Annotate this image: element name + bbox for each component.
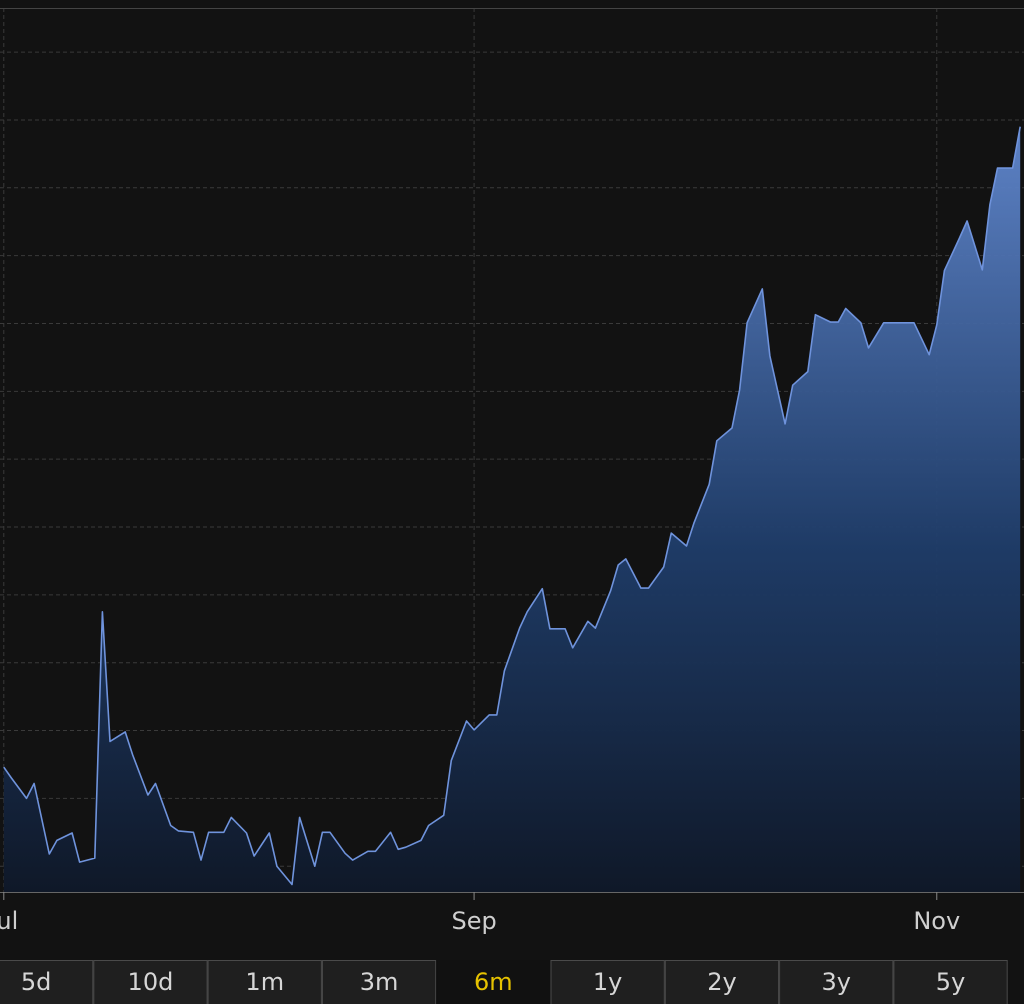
x-axis: Jul Sep Nov <box>0 892 960 935</box>
range-button[interactable]: 10d <box>93 960 208 1004</box>
button-bg <box>93 960 208 1004</box>
plot <box>3 126 1021 892</box>
range-button[interactable]: 5d <box>0 960 94 1004</box>
button-label: 5y <box>936 968 965 996</box>
range-button[interactable]: 5y <box>893 960 1008 1004</box>
range-button[interactable]: 1m <box>207 960 322 1004</box>
button-bg <box>664 960 780 1004</box>
button-bg <box>436 960 551 1004</box>
x-tick-label: Nov <box>913 907 960 935</box>
button-label: 3m <box>360 968 399 996</box>
button-bg <box>893 960 1008 1004</box>
button-label: 1y <box>593 968 622 996</box>
range-button[interactable]: 2y <box>664 960 780 1004</box>
x-tick-label: Sep <box>451 907 496 935</box>
button-label: 5d <box>21 968 52 996</box>
button-label: 1m <box>245 968 284 996</box>
range-button[interactable]: 3y <box>779 960 894 1004</box>
range-button[interactable]: 6m <box>436 960 551 1004</box>
button-label: 6m <box>474 968 513 996</box>
button-label: 10d <box>128 968 174 996</box>
price-line <box>3 126 1021 886</box>
button-bg <box>321 960 437 1004</box>
x-tick-label: Jul <box>0 907 18 935</box>
button-label: 3y <box>822 968 851 996</box>
area-fill <box>3 126 1021 892</box>
range-buttons: 5d 10d 1m 3m 6m 1y 2y 3y 5y <box>0 960 1008 1004</box>
button-bg <box>779 960 894 1004</box>
button-label: 2y <box>707 968 736 996</box>
button-bg <box>207 960 322 1004</box>
button-bg <box>0 960 94 1004</box>
range-button[interactable]: 1y <box>550 960 665 1004</box>
button-bg <box>550 960 665 1004</box>
range-button[interactable]: 3m <box>321 960 437 1004</box>
